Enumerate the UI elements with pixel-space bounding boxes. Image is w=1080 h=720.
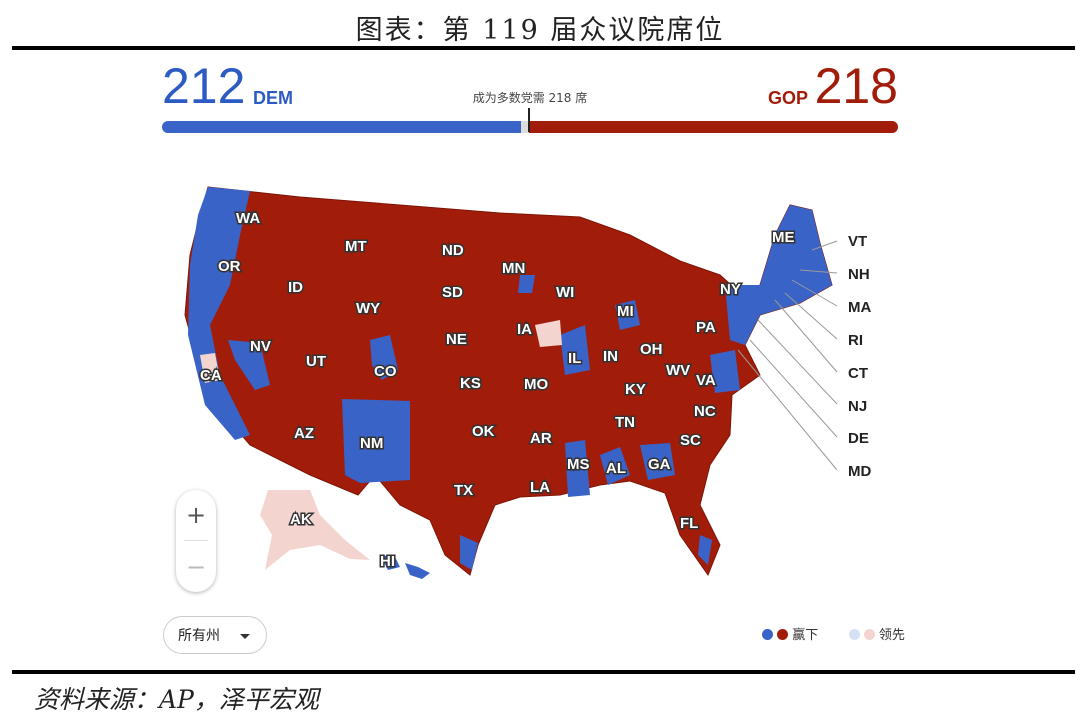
seat-progress-bar <box>162 121 898 133</box>
gop-won-swatch <box>777 629 789 640</box>
callout-md: MD <box>848 463 871 480</box>
label-ny: NY <box>720 281 741 298</box>
top-rule <box>12 46 1075 50</box>
label-ca: CA <box>200 367 222 384</box>
label-mo: MO <box>524 376 548 393</box>
label-ky: KY <box>625 381 646 398</box>
label-hi: HI <box>380 553 395 570</box>
map-legend: 赢下 领先 <box>762 624 905 643</box>
new-mexico-dem <box>342 399 410 483</box>
label-nv: NV <box>250 338 271 355</box>
label-oh: OH <box>640 341 663 358</box>
illinois-dem <box>560 325 590 375</box>
label-nm: NM <box>360 435 383 452</box>
label-pa: PA <box>696 319 716 336</box>
northeast-dem <box>725 205 832 345</box>
label-ks: KS <box>460 375 481 392</box>
label-id: ID <box>288 279 303 296</box>
label-mt: MT <box>345 238 367 255</box>
alabama-dem <box>600 447 630 485</box>
callout-ma: MA <box>848 299 871 316</box>
state-filter-value: 所有州 <box>178 628 220 644</box>
west-coast-dem <box>188 187 250 440</box>
dem-label: DEM <box>253 88 293 108</box>
colorado-dem <box>370 335 398 380</box>
label-ok: OK <box>472 423 495 440</box>
nevada-dem <box>228 340 270 390</box>
label-in: IN <box>603 348 618 365</box>
label-tx: TX <box>454 482 473 499</box>
callout-ct: CT <box>848 365 868 382</box>
callout-nh: NH <box>848 266 870 283</box>
mississippi-dem <box>565 440 590 497</box>
dem-bar-fill <box>162 121 521 133</box>
label-ak: AK <box>290 511 312 528</box>
label-ms: MS <box>567 456 590 473</box>
state-filter-dropdown[interactable]: 所有州 <box>163 616 267 654</box>
gop-bar-fill <box>529 121 898 133</box>
legend-won-label: 赢下 <box>792 628 819 643</box>
dem-won-swatch <box>762 629 773 640</box>
callout-vt: VT <box>848 233 867 250</box>
iowa-gop-lead <box>535 320 562 347</box>
dem-lead-swatch <box>848 629 860 640</box>
california-gop-lead <box>200 353 220 383</box>
bottom-rule <box>12 670 1075 674</box>
label-sd: SD <box>442 284 463 301</box>
label-va: VA <box>696 372 716 389</box>
label-me: ME <box>772 229 795 246</box>
label-fl: FL <box>680 515 698 532</box>
label-il: IL <box>568 350 581 367</box>
label-mi: MI <box>617 303 634 320</box>
caret-down-icon <box>240 634 250 639</box>
label-wa: WA <box>236 210 260 227</box>
florida-dem <box>698 535 712 565</box>
label-az: AZ <box>294 425 314 442</box>
northeast-callout-lines <box>737 240 838 471</box>
gop-label: GOP <box>768 88 809 108</box>
zoom-in-button[interactable]: + <box>185 501 207 529</box>
legend-leading-label: 领先 <box>878 628 905 643</box>
figure-title: 图表：第 119 届众议院席位 <box>355 15 725 46</box>
label-ar: AR <box>530 430 552 447</box>
label-ga: GA <box>648 456 671 473</box>
us-house-map[interactable]: WA OR CA NV ID MT WY UT CO AZ NM ND SD N… <box>160 175 920 595</box>
gop-lead-swatch <box>863 629 875 640</box>
label-nc: NC <box>694 403 716 420</box>
label-la: LA <box>530 479 550 496</box>
label-ne: NE <box>446 331 467 348</box>
label-nd: ND <box>442 242 464 259</box>
label-wi: WI <box>556 284 574 301</box>
alaska-shape <box>260 490 370 570</box>
michigan-dem <box>615 300 640 330</box>
hawaii-shape <box>380 555 430 579</box>
figure-source: 资料来源：AP，泽平宏观 <box>34 685 319 714</box>
label-or: OR <box>218 258 241 275</box>
label-al: AL <box>606 460 626 477</box>
georgia-dem <box>640 443 675 480</box>
label-ia: IA <box>517 321 532 338</box>
callout-nj: NJ <box>848 398 867 415</box>
zoom-control: + − <box>176 490 216 592</box>
callout-ri: RI <box>848 332 863 349</box>
texas-dem <box>460 535 478 570</box>
dem-seat-count: 212 <box>162 58 246 114</box>
label-tn: TN <box>615 414 635 431</box>
label-wy: WY <box>356 300 380 317</box>
zoom-out-button[interactable]: − <box>185 553 207 581</box>
label-ut: UT <box>306 353 326 370</box>
majority-marker <box>528 108 530 132</box>
label-co: CO <box>374 363 397 380</box>
label-mn: MN <box>502 260 525 277</box>
majority-note: 成为多数党需 218 席 <box>472 91 588 105</box>
zoom-divider <box>184 540 208 541</box>
label-wv: WV <box>666 362 690 379</box>
virginia-dem <box>710 350 740 393</box>
minnesota-dem <box>518 275 535 293</box>
callout-de: DE <box>848 430 869 447</box>
gop-seat-count: 218 <box>814 58 898 114</box>
label-sc: SC <box>680 432 701 449</box>
